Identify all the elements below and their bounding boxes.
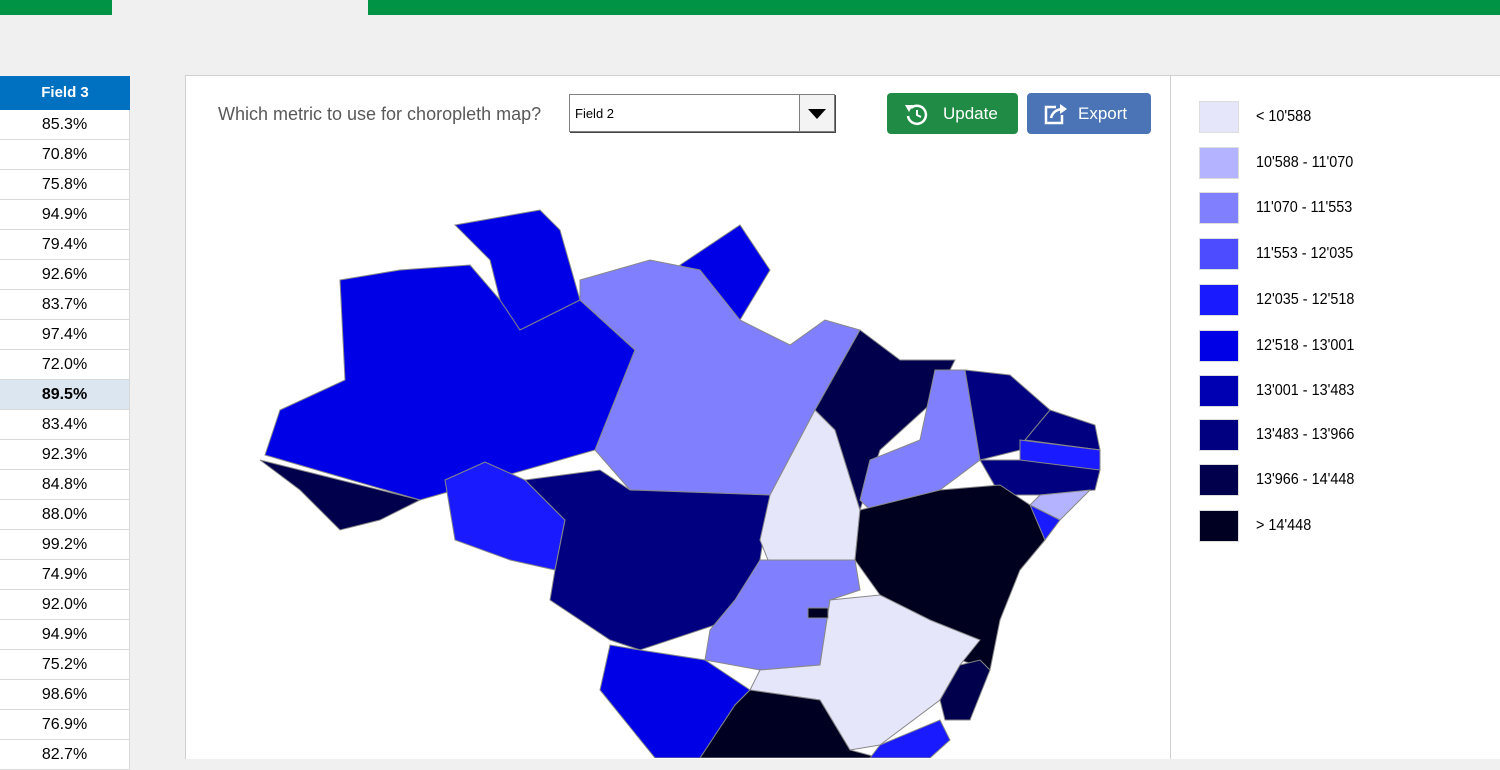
legend-label: < 10'588 bbox=[1256, 108, 1312, 125]
region bbox=[453, 209, 581, 331]
legend-swatch bbox=[1199, 238, 1239, 270]
legend-swatch bbox=[1199, 101, 1239, 133]
legend-label: 12'518 - 13'001 bbox=[1256, 337, 1355, 354]
legend-label: 13'001 - 13'483 bbox=[1256, 382, 1355, 399]
region bbox=[523, 469, 771, 651]
question-label: Which metric to use for choropleth map? bbox=[218, 104, 542, 124]
export-button[interactable]: Export bbox=[1027, 93, 1151, 134]
dropdown-arrow[interactable] bbox=[799, 95, 834, 131]
region bbox=[699, 689, 881, 758]
table-cell[interactable]: 88.0% bbox=[0, 500, 130, 530]
legend-swatch bbox=[1199, 510, 1239, 542]
table-cell[interactable]: 82.7% bbox=[0, 740, 130, 770]
table-cell[interactable]: 72.0% bbox=[0, 350, 130, 380]
legend-panel bbox=[1170, 75, 1500, 759]
region bbox=[939, 659, 991, 721]
table-cell[interactable]: 83.4% bbox=[0, 410, 130, 440]
table-cell[interactable]: 94.9% bbox=[0, 620, 130, 650]
table-cell[interactable]: 97.4% bbox=[0, 320, 130, 350]
legend-label: > 14'448 bbox=[1256, 517, 1312, 534]
table-cell[interactable]: 94.9% bbox=[0, 200, 130, 230]
table-cell[interactable]: 92.6% bbox=[0, 260, 130, 290]
button-label: Update bbox=[943, 104, 998, 123]
table-cell[interactable]: 75.8% bbox=[0, 170, 130, 200]
region bbox=[807, 607, 829, 619]
legend-label: 11'070 - 11'553 bbox=[1256, 199, 1353, 216]
region bbox=[259, 459, 422, 531]
legend-label: 13'483 - 13'966 bbox=[1256, 426, 1355, 443]
region bbox=[869, 719, 951, 758]
legend-swatch bbox=[1199, 375, 1239, 407]
legend-swatch bbox=[1199, 464, 1239, 496]
choropleth-map bbox=[259, 209, 1101, 758]
active-tab[interactable] bbox=[112, 0, 368, 15]
metric-dropdown[interactable]: Field 2 bbox=[569, 94, 835, 132]
legend-label: 12'035 - 12'518 bbox=[1256, 291, 1355, 308]
legend-swatch bbox=[1199, 147, 1239, 179]
legend-swatch bbox=[1199, 192, 1239, 224]
legend-label: 10'588 - 11'070 bbox=[1256, 154, 1354, 171]
legend-swatch bbox=[1199, 284, 1239, 316]
table-cell[interactable]: 84.8% bbox=[0, 470, 130, 500]
ribbon-bar bbox=[0, 0, 1500, 15]
region bbox=[814, 329, 956, 512]
legend-label: 11'553 - 12'035 bbox=[1256, 245, 1354, 262]
table-cell[interactable]: 99.2% bbox=[0, 530, 130, 560]
table-cell[interactable]: 85.3% bbox=[0, 110, 130, 140]
table-cell[interactable]: 75.2% bbox=[0, 650, 130, 680]
dropdown-value: Field 2 bbox=[575, 106, 615, 121]
table-cell[interactable]: 74.9% bbox=[0, 560, 130, 590]
table-cell[interactable]: 83.7% bbox=[0, 290, 130, 320]
export-icon bbox=[1044, 104, 1067, 125]
table-header: Field 3 bbox=[0, 76, 130, 110]
table-cell[interactable]: 76.9% bbox=[0, 710, 130, 740]
button-label: Export bbox=[1078, 104, 1128, 123]
legend-swatch bbox=[1199, 330, 1239, 362]
arrow-icon bbox=[808, 109, 826, 119]
refresh-icon bbox=[905, 104, 928, 125]
update-button[interactable]: Update bbox=[887, 93, 1018, 134]
table-cell[interactable]: 98.6% bbox=[0, 680, 130, 710]
table-cell[interactable]: 79.4% bbox=[0, 230, 130, 260]
legend-label: 13'966 - 14'448 bbox=[1256, 471, 1355, 488]
legend-swatch bbox=[1199, 419, 1239, 451]
table-cell[interactable]: 70.8% bbox=[0, 140, 130, 170]
table-cell[interactable]: 92.0% bbox=[0, 590, 130, 620]
table-cell[interactable]: 89.5% bbox=[0, 380, 130, 410]
table-cell[interactable]: 92.3% bbox=[0, 440, 130, 470]
